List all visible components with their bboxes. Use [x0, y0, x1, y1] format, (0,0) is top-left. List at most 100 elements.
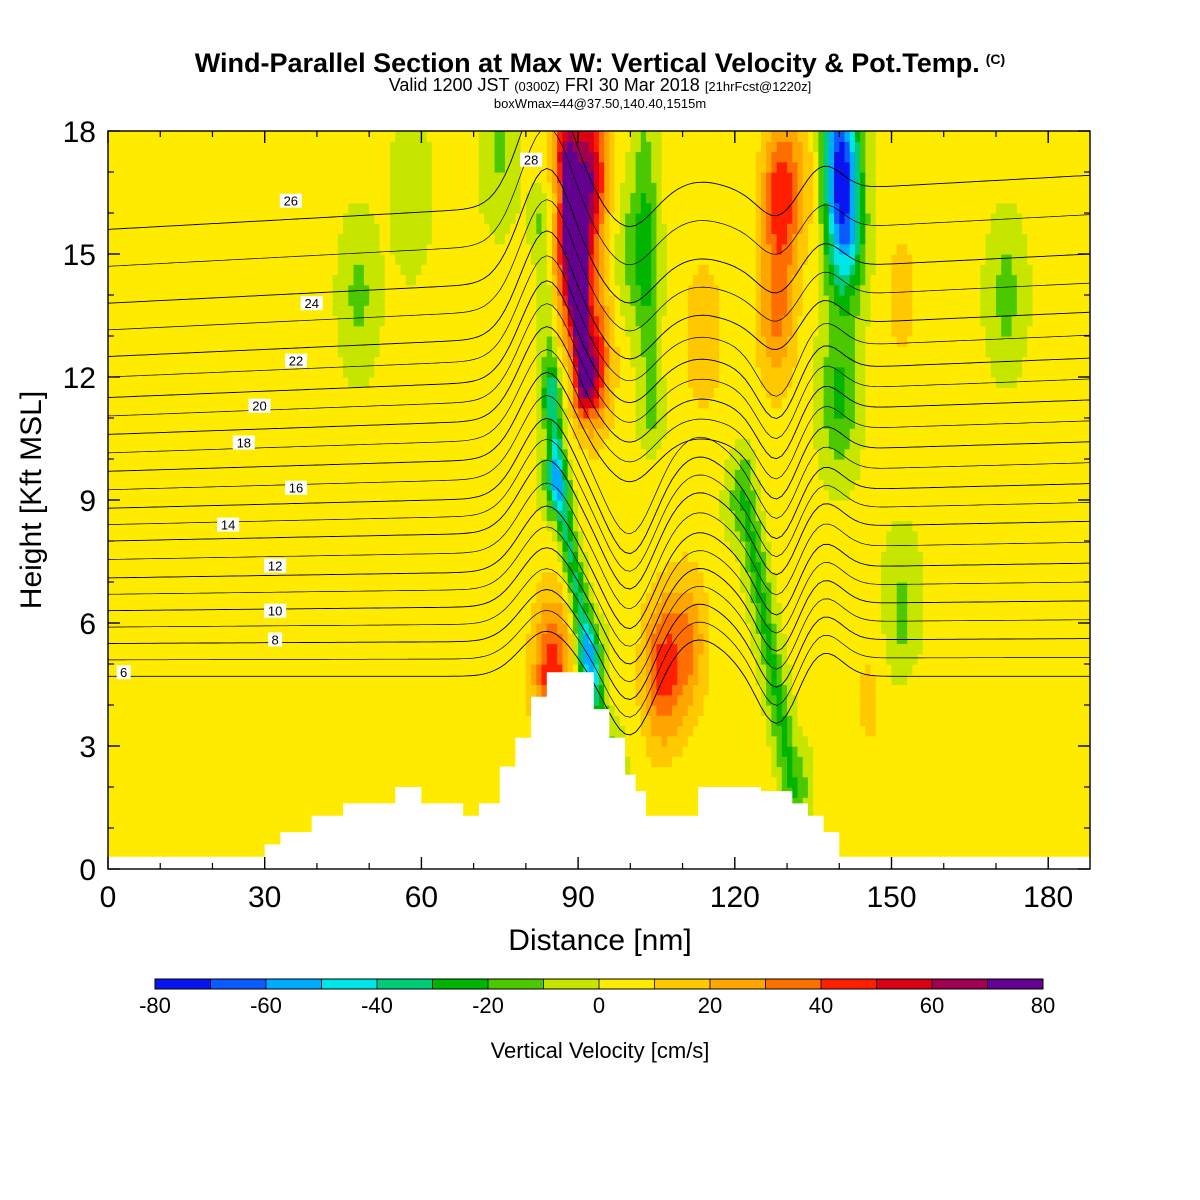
w-field-cell — [155, 479, 161, 491]
w-field-cell — [186, 274, 193, 286]
w-field-cell — [405, 582, 412, 593]
w-field-cell — [374, 243, 381, 255]
w-field-cell — [222, 489, 229, 501]
w-field-cell — [358, 643, 365, 655]
w-field-cell — [139, 428, 146, 440]
w-field-cell — [316, 489, 323, 501]
w-field-cell — [212, 725, 219, 737]
w-field-cell — [275, 151, 281, 163]
w-field-cell — [144, 787, 151, 798]
w-field-cell — [426, 643, 433, 655]
w-field-cell — [165, 407, 172, 419]
w-field-cell — [447, 674, 454, 686]
w-field-cell — [149, 305, 156, 317]
w-field-cell — [196, 838, 203, 850]
w-field-cell — [186, 520, 193, 532]
w-field-cell — [186, 213, 193, 224]
w-field-cell — [202, 510, 208, 522]
w-field-cell — [384, 325, 391, 337]
w-field-cell — [134, 254, 140, 265]
w-field-cell — [123, 694, 130, 706]
w-field-cell — [369, 459, 375, 470]
w-field-cell — [457, 612, 464, 624]
w-field-cell — [431, 602, 438, 614]
w-field-cell — [249, 489, 255, 501]
w-field-cell — [384, 766, 391, 778]
w-field-cell — [311, 161, 318, 173]
w-field-cell — [196, 161, 203, 173]
w-field-cell — [170, 838, 177, 850]
w-field-cell — [202, 541, 208, 552]
w-field-cell — [155, 151, 161, 163]
w-field-cell — [155, 233, 161, 245]
w-field-cell — [353, 161, 360, 173]
w-field-cell — [113, 797, 120, 809]
w-field-cell — [332, 428, 339, 440]
w-field-cell — [410, 151, 417, 163]
w-field-cell — [311, 223, 318, 235]
w-field-cell — [410, 274, 417, 286]
w-field-cell — [134, 438, 140, 450]
w-field-cell — [280, 623, 287, 634]
w-field-cell — [128, 182, 135, 194]
w-field-cell — [285, 254, 292, 265]
w-field-cell — [144, 325, 151, 337]
w-field-cell — [217, 428, 224, 440]
w-field-cell — [144, 151, 151, 163]
w-field-cell — [322, 295, 328, 306]
w-field-cell — [238, 848, 245, 860]
w-field-cell — [217, 356, 224, 368]
w-field-cell — [280, 418, 287, 429]
w-field-cell — [390, 141, 396, 153]
w-field-cell — [170, 766, 177, 778]
w-field-cell — [134, 520, 140, 532]
w-field-cell — [421, 725, 428, 737]
w-field-cell — [379, 643, 386, 655]
w-field-cell — [113, 848, 120, 860]
w-field-cell — [217, 694, 224, 706]
w-field-cell — [238, 541, 245, 552]
w-field-cell — [118, 438, 125, 450]
w-field-cell — [264, 817, 271, 829]
w-field-cell — [113, 202, 120, 214]
w-field-cell — [421, 561, 428, 573]
w-field-cell — [468, 674, 475, 686]
w-field-cell — [144, 725, 151, 737]
w-field-cell — [254, 182, 261, 194]
w-field-cell — [374, 182, 381, 194]
w-field-cell — [395, 377, 402, 388]
w-field-cell — [275, 366, 281, 378]
w-field-cell — [170, 377, 177, 388]
w-field-cell — [144, 264, 151, 276]
w-field-cell — [337, 541, 344, 552]
w-field-cell — [390, 295, 396, 306]
w-field-cell — [128, 520, 135, 532]
w-field-cell — [301, 684, 308, 696]
w-field-cell — [264, 438, 271, 450]
w-field-cell — [337, 510, 344, 522]
w-field-cell — [463, 694, 470, 706]
w-field-cell — [228, 582, 234, 593]
w-field-cell — [452, 346, 459, 358]
w-field-cell — [374, 254, 381, 265]
w-field-cell — [343, 694, 349, 706]
w-field-cell — [149, 592, 156, 604]
w-field-cell — [134, 336, 140, 347]
w-field-cell — [447, 479, 454, 491]
w-field-cell — [306, 756, 313, 768]
w-field-cell — [165, 377, 172, 388]
w-field-cell — [228, 838, 234, 850]
w-field-cell — [207, 787, 214, 798]
w-field-cell — [128, 541, 135, 552]
w-field-cell — [165, 551, 172, 563]
w-field-cell — [348, 377, 355, 388]
w-field-cell — [155, 131, 161, 142]
w-field-cell — [353, 254, 360, 265]
w-field-cell — [186, 243, 193, 255]
w-field-cell — [181, 694, 187, 706]
w-field-cell — [259, 141, 266, 153]
w-field-cell — [191, 202, 198, 214]
w-field-cell — [243, 500, 250, 511]
w-field-cell — [421, 623, 428, 634]
w-field-cell — [228, 254, 234, 265]
